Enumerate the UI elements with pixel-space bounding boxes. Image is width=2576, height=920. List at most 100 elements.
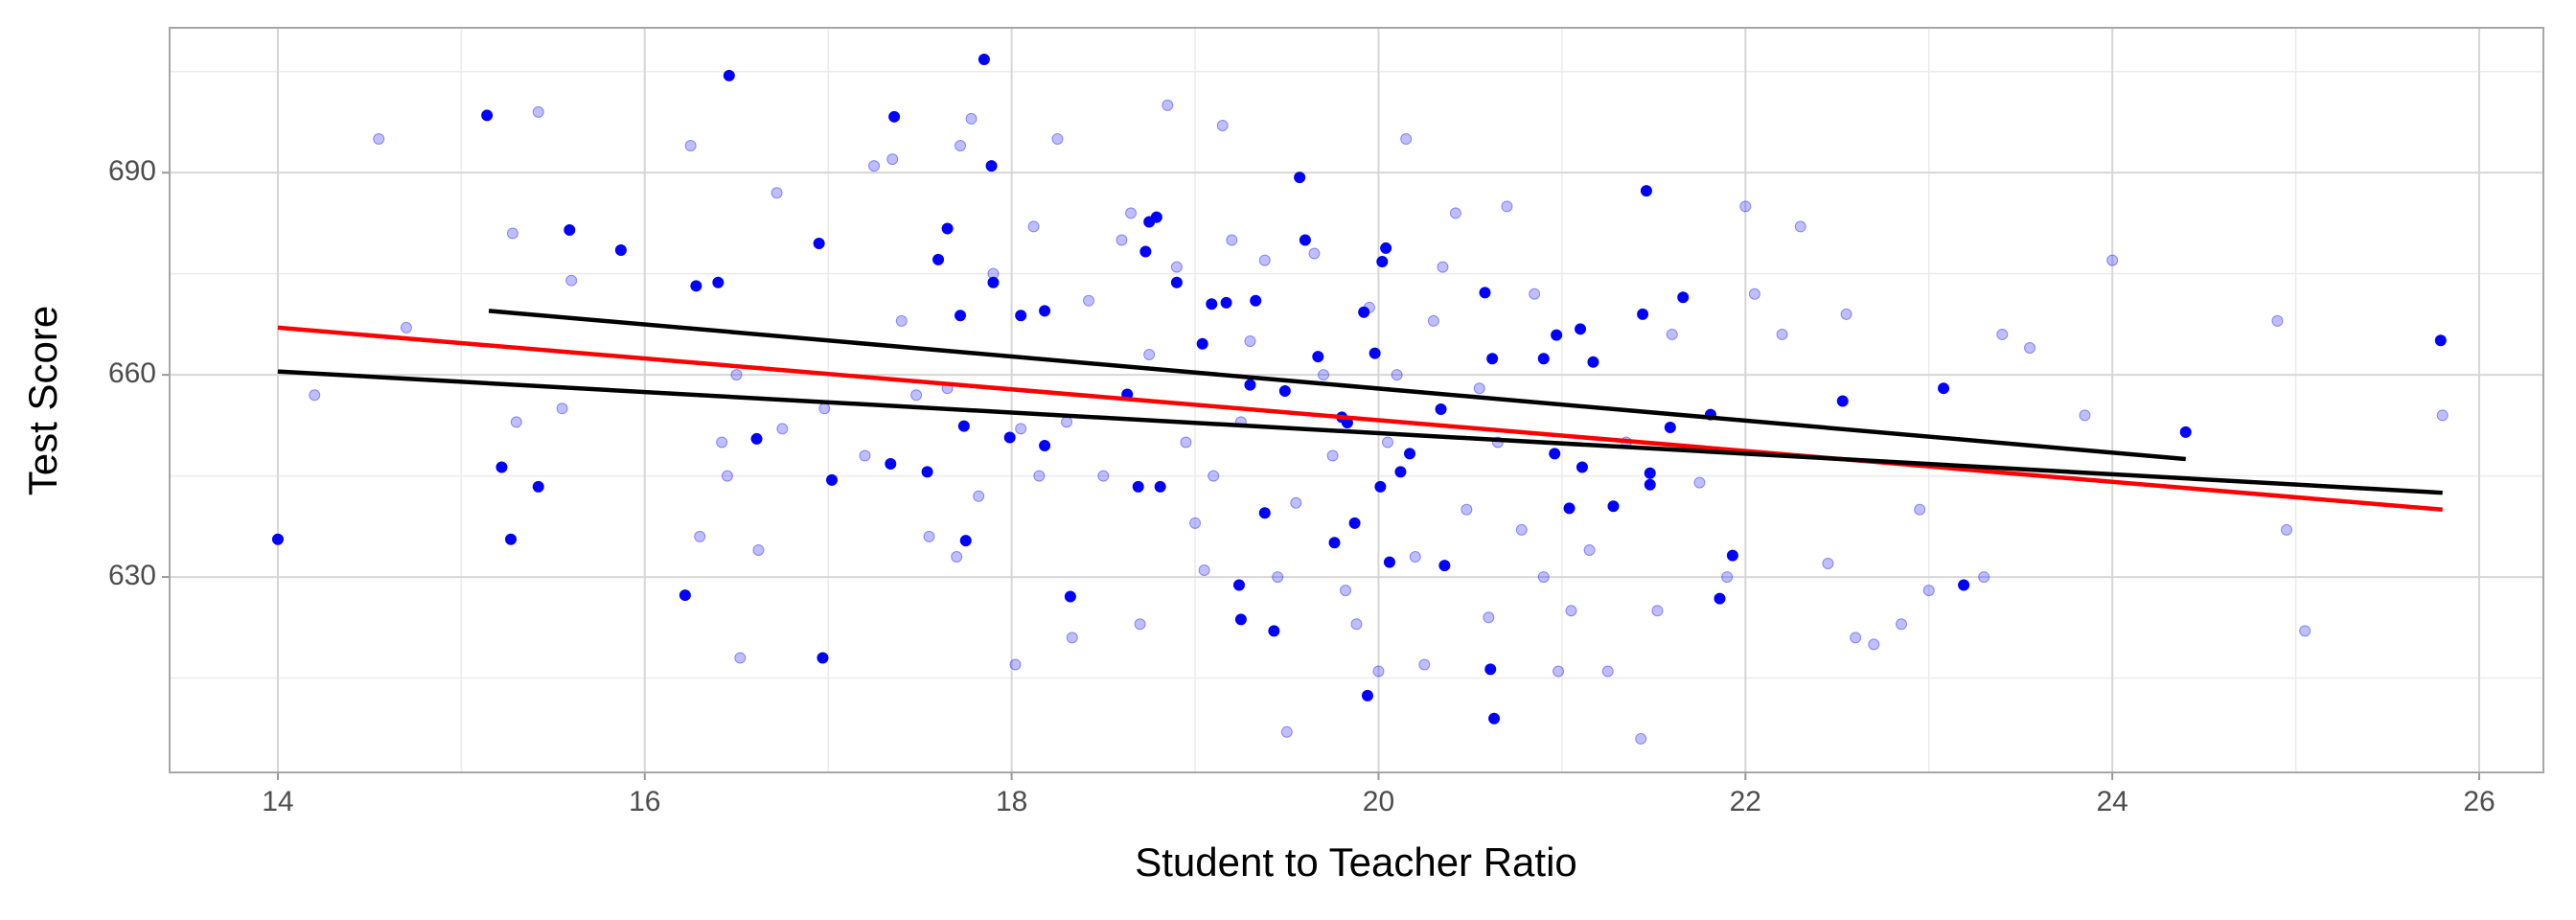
x-tick-label: 14 (262, 786, 293, 817)
scatter-point (271, 533, 284, 545)
scatter-point (985, 160, 998, 172)
scatter-point (1180, 436, 1192, 448)
scatter-point (1958, 579, 1970, 591)
scatter-point (1896, 618, 1908, 631)
scatter-point (1486, 353, 1499, 365)
scatter-point (1170, 261, 1183, 273)
scatter-point (614, 244, 627, 257)
scatter-point (1189, 517, 1202, 529)
scatter-point (1361, 689, 1373, 702)
scatter-point (1391, 369, 1403, 381)
scatter-point (1479, 287, 1491, 299)
scatter-point (1234, 613, 1247, 626)
scatter-point (1515, 523, 1528, 536)
scatter-point (1376, 255, 1389, 267)
scatter-point (510, 416, 522, 428)
scatter-point (712, 276, 724, 288)
scatter-point (1664, 421, 1676, 433)
scatter-point (373, 133, 385, 146)
scatter-point (1400, 133, 1413, 146)
scatter-point (678, 589, 691, 602)
scatter-point (957, 420, 970, 432)
scatter-point (1488, 712, 1501, 724)
x-tick-label: 26 (2463, 786, 2495, 817)
scatter-point (1794, 220, 1806, 233)
scatter-point (1064, 590, 1076, 603)
scatter-point (1549, 448, 1561, 460)
plot-border (169, 27, 2544, 773)
scatter-point (1083, 294, 1095, 307)
scatter-point (776, 423, 789, 435)
scatter-point (1206, 298, 1218, 310)
scatter-point (1473, 382, 1485, 395)
scatter-point (1409, 550, 1421, 563)
scatter-point (1132, 480, 1144, 493)
scatter-point (1244, 379, 1256, 391)
scatter-point (1139, 245, 1152, 258)
scatter-point (1066, 632, 1078, 644)
scatter-point (1308, 247, 1321, 260)
scatter-point (1693, 476, 1706, 489)
scatter-point (1914, 503, 1926, 516)
scatter-point (1404, 448, 1416, 460)
scatter-point (1635, 732, 1647, 745)
scatter-point (1938, 382, 1950, 395)
x-axis-title: Student to Teacher Ratio (1135, 840, 1577, 885)
fit-line (277, 325, 2443, 513)
scatter-point (1587, 356, 1599, 368)
scatter-point (1850, 632, 1862, 644)
scatter-point (1216, 119, 1229, 131)
scatter-point (1552, 665, 1565, 678)
scatter-point (1358, 306, 1370, 318)
scatter-point (1996, 328, 2009, 340)
scatter-point (532, 480, 544, 493)
scatter-point (1312, 351, 1324, 363)
scatter-point (1437, 261, 1449, 273)
scatter-point (1537, 571, 1550, 584)
scatter-point (532, 105, 544, 118)
scatter-point (1340, 585, 1352, 597)
scatter-point (564, 223, 576, 236)
scatter-point (826, 473, 839, 486)
x-tick-label: 20 (1363, 786, 1394, 817)
scatter-point (1232, 579, 1245, 591)
scatter-point (1551, 329, 1563, 341)
scatter-point (1438, 560, 1451, 572)
scatter-point (1250, 294, 1262, 307)
scatter-point (1244, 334, 1256, 347)
scatter-point (1097, 470, 1110, 482)
scatter-point (1258, 254, 1271, 266)
scatter-point (951, 550, 963, 563)
scatter-point (694, 530, 706, 542)
scatter-point (1640, 185, 1652, 197)
scatter-point (505, 533, 518, 545)
scatter-point (556, 402, 568, 415)
scatter-point (1003, 431, 1016, 444)
fit-line (488, 309, 2186, 462)
scatter-point (859, 449, 871, 462)
scatter-point (1427, 314, 1439, 327)
scatter-point (723, 69, 735, 81)
scatter-point (1372, 665, 1385, 678)
scatter-point (1154, 480, 1166, 493)
scatter-point (1418, 658, 1431, 671)
scatter-point (1368, 347, 1381, 359)
scatter-point (868, 160, 881, 172)
scatter-point (813, 238, 825, 250)
scatter-point (1299, 234, 1311, 246)
scatter-point (1258, 507, 1271, 519)
scatter-point (965, 112, 978, 125)
scatter-point (1268, 625, 1280, 637)
y-tick-label: 660 (108, 357, 156, 389)
scatter-point (1380, 242, 1392, 254)
scatter-point (716, 436, 728, 448)
scatter-point (730, 369, 743, 381)
scatter-point (816, 652, 829, 664)
scatter-point (1637, 308, 1649, 320)
scatter-point (1651, 605, 1664, 617)
scatter-point (1714, 592, 1726, 605)
scatter-point (888, 110, 901, 123)
scatter-point (1726, 549, 1738, 562)
scatter-point (1394, 466, 1407, 478)
